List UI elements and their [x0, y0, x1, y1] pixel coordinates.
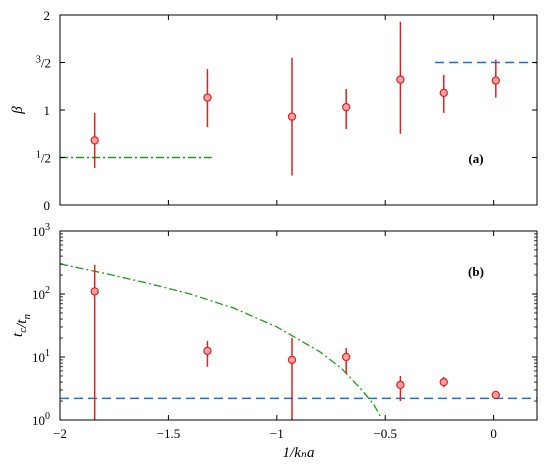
panel-a-beta: 0 1/2 1 3/2 2 β (a): [10, 8, 538, 213]
data-point: [287, 355, 297, 365]
data-point: [491, 76, 501, 85]
data-point: [287, 112, 297, 121]
data-point: [439, 88, 448, 98]
y-tick-label: 103: [32, 222, 50, 239]
data-point: [491, 390, 501, 400]
x-axis-label: 1/kₙa: [283, 445, 315, 461]
data-point: [90, 287, 99, 296]
data-point: [396, 75, 405, 84]
x-tick-label: −1: [270, 426, 284, 441]
panel-b-tc-over-tn: 100 101 102 103 −2 −1.5 −1 −0.5 0 tc/tn 1/kₙa (b): [10, 222, 538, 461]
axes-frame: [59, 14, 538, 206]
panel-label: (b): [468, 264, 484, 279]
y-tick-label: 2: [44, 8, 51, 23]
y-tick-label: 3/2: [36, 55, 51, 71]
y-tick-label: 0: [44, 198, 51, 213]
y-tick-label: 101: [32, 348, 50, 365]
y-axis-label: β: [10, 106, 26, 115]
reference-curve-dashdot: [59, 263, 382, 418]
x-tick-label: −1.5: [157, 426, 181, 441]
x-tick-label: 0: [490, 426, 497, 441]
data-point: [439, 377, 448, 387]
y-tick-label: 102: [32, 285, 50, 302]
data-point: [203, 93, 212, 102]
data-point: [203, 346, 212, 356]
x-tick-label: −0.5: [373, 426, 397, 441]
y-tick-label: 1/2: [36, 150, 51, 166]
axes-frame: [59, 230, 538, 421]
data-point: [396, 380, 405, 390]
y-axis-label: tc/tn: [10, 314, 33, 337]
panel-label: (a): [468, 151, 483, 166]
data-point: [342, 102, 351, 112]
data-point: [90, 136, 99, 145]
y-tick-label: 100: [32, 411, 50, 428]
data-point: [342, 352, 351, 362]
y-tick-label: 1: [44, 103, 51, 118]
x-tick-label: −2: [53, 426, 67, 441]
